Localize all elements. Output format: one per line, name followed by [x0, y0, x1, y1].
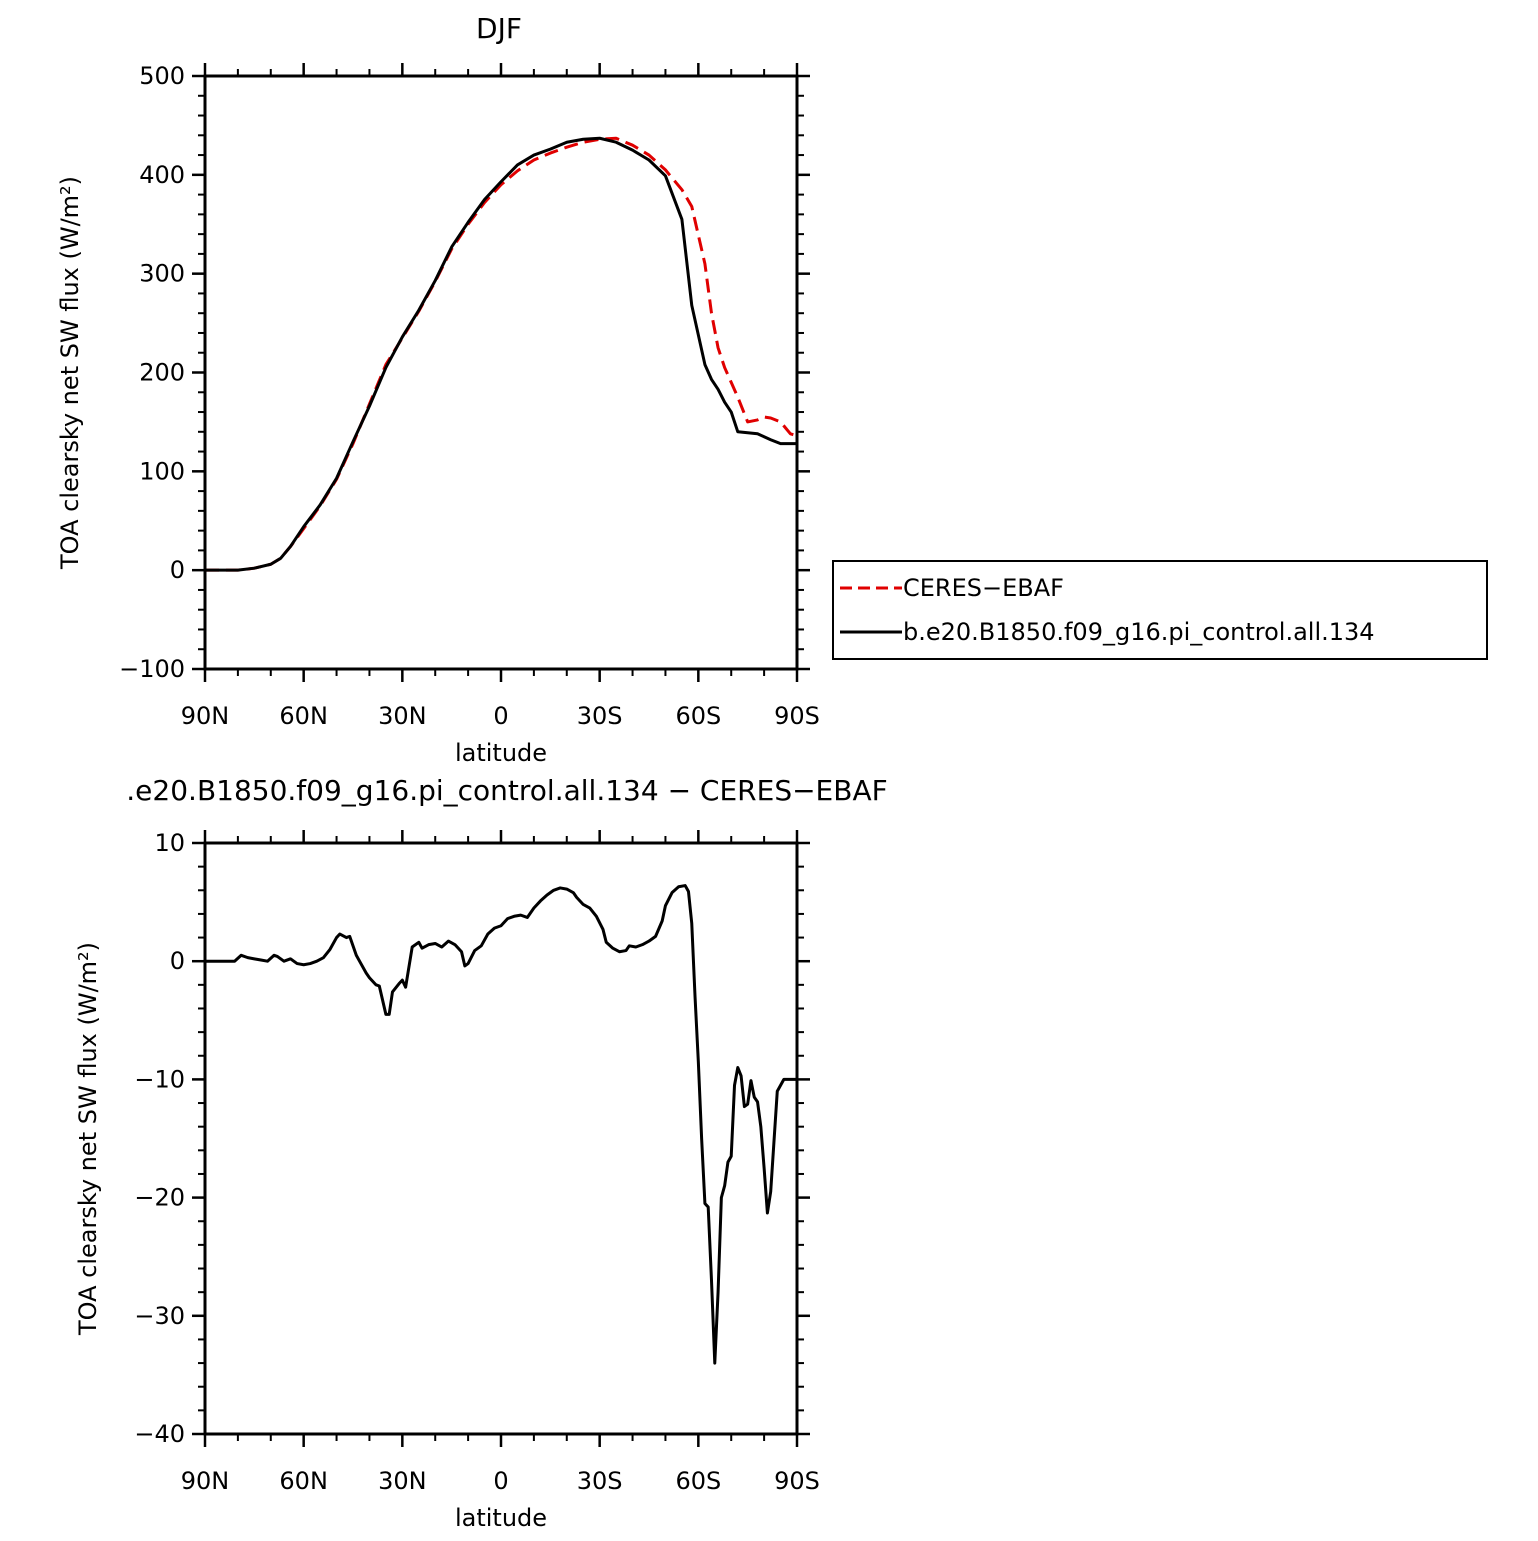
series-line-difference — [205, 884, 797, 1365]
x-axis-title: latitude — [455, 739, 547, 767]
y-tick-label: 0 — [170, 556, 185, 584]
y-tick-label: −100 — [119, 655, 185, 683]
series-line-ceres-ebaf — [205, 136, 798, 572]
legend-label: b.e20.B1850.f09_g16.pi_control.all.134 — [903, 618, 1375, 646]
top-panel-djf-flux: −100 0 100 200 300 400 500 90N 60N 30N 0 30S 60S 90S l… — [56, 12, 820, 767]
chart-title: .e20.B1850.f09_g16.pi_control.all.134 − … — [126, 774, 887, 807]
series-line-b-e20-b1850-f09-g16-pi-control-all-134 — [205, 136, 797, 572]
x-tick-label: 90S — [774, 1467, 820, 1495]
x-tick-label: 60N — [279, 1467, 328, 1495]
legend-label: CERES−EBAF — [903, 574, 1064, 602]
x-tick-label: 30S — [577, 702, 623, 730]
x-axis-title: latitude — [455, 1504, 547, 1532]
y-tick-label: 10 — [154, 829, 185, 857]
x-tick-label: 0 — [493, 702, 508, 730]
y-axis-title: TOA clearsky net SW flux (W/m²) — [74, 942, 102, 1336]
x-tick-label: 60S — [675, 1467, 721, 1495]
y-tick-label: −10 — [134, 1065, 185, 1093]
x-tick-label: 90N — [181, 1467, 230, 1495]
x-tick-label: 0 — [493, 1467, 508, 1495]
y-tick-label: 500 — [139, 62, 185, 90]
x-tick-label: 60N — [279, 702, 328, 730]
plot-frame — [203, 841, 799, 1436]
legend: CERES−EBAF b.e20.B1850.f09_g16.pi_control… — [832, 560, 1488, 660]
y-tick-label: 200 — [139, 359, 185, 387]
y-tick-label: −30 — [134, 1302, 185, 1330]
y-tick-label: 400 — [139, 161, 185, 189]
x-tick-label: 60S — [675, 702, 721, 730]
bottom-panel-difference: −40 −30 −20 −10 0 10 90N 60N 30N 0 30S 60S 90S latitu… — [74, 774, 888, 1532]
y-tick-label: −20 — [134, 1184, 185, 1212]
x-tick-label: 90N — [181, 702, 230, 730]
x-tick-label: 90S — [774, 702, 820, 730]
y-tick-label: 0 — [170, 947, 185, 975]
y-tick-label: 100 — [139, 457, 185, 485]
y-axis-title: TOA clearsky net SW flux (W/m²) — [56, 176, 84, 570]
x-tick-label: 30N — [378, 1467, 427, 1495]
x-tick-label: 30S — [577, 1467, 623, 1495]
chart-title: DJF — [476, 12, 522, 45]
x-tick-label: 30N — [378, 702, 427, 730]
legend-box — [832, 560, 1488, 660]
y-tick-label: 300 — [139, 260, 185, 288]
y-tick-label: −40 — [134, 1420, 185, 1448]
